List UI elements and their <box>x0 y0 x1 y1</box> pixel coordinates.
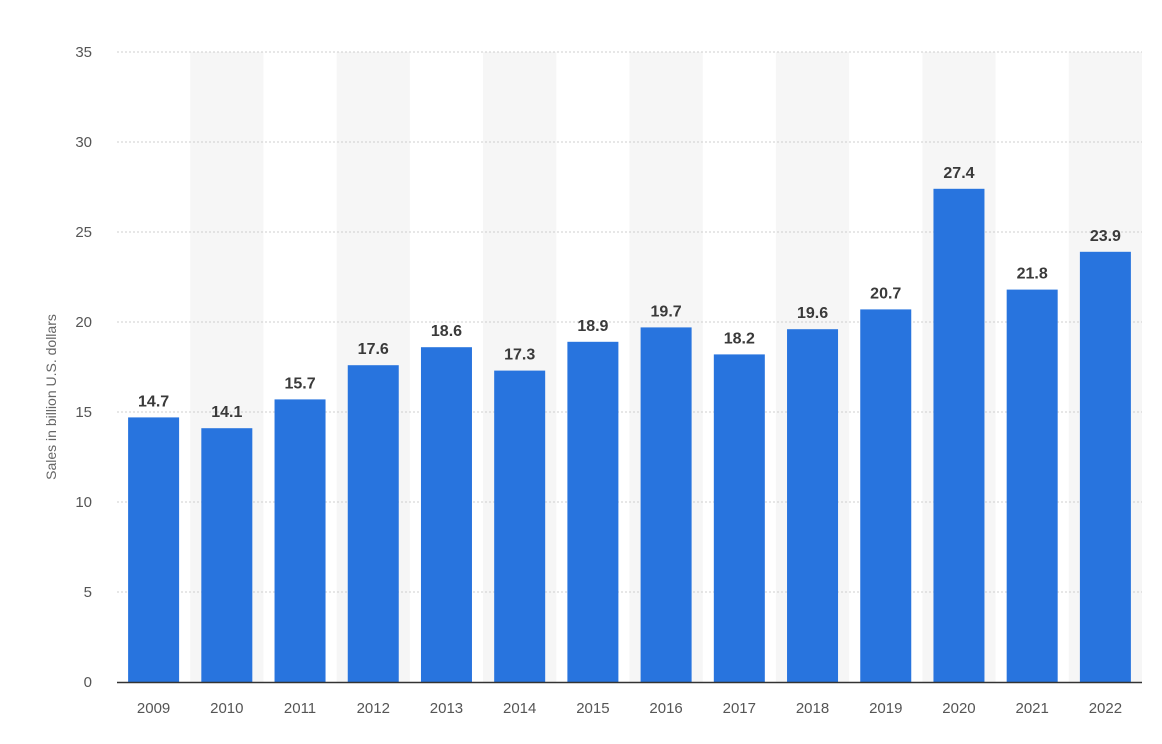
data-label-2020: 27.4 <box>943 165 974 182</box>
data-label-2016: 19.7 <box>651 303 682 320</box>
bar-2009 <box>128 417 180 682</box>
x-tick-label: 2012 <box>357 700 390 717</box>
data-labels: 14.7 14.1 15.7 17.6 18.6 17.3 18.9 19.7 18.2 19.6… <box>138 165 1121 421</box>
data-label-2011: 15.7 <box>284 375 315 392</box>
y-tick-label: 0 <box>84 674 92 691</box>
bar-2010 <box>201 428 253 682</box>
data-label-2015: 18.9 <box>577 318 608 335</box>
bar-2019 <box>860 309 912 682</box>
bar-2016 <box>640 327 692 682</box>
x-tick-label: 2017 <box>723 700 756 717</box>
y-axis-ticks: 0 5 10 15 20 25 30 35 <box>75 44 92 691</box>
bar-2015 <box>567 341 619 682</box>
data-label-2021: 21.8 <box>1017 266 1048 283</box>
bar-2020 <box>933 188 985 683</box>
bar-2011 <box>274 399 326 682</box>
data-label-2017: 18.2 <box>724 330 755 347</box>
x-tick-label: 2019 <box>869 700 902 717</box>
data-label-2019: 20.7 <box>870 285 901 302</box>
gridlines <box>117 51 1142 593</box>
data-label-2012: 17.6 <box>358 341 389 358</box>
x-axis-ticks: 2009 2010 2011 2012 2013 2014 2015 2016 2017 2018… <box>137 700 1122 717</box>
data-label-2009: 14.7 <box>138 393 169 410</box>
x-tick-label: 2011 <box>284 700 316 717</box>
x-tick-label: 2013 <box>430 700 463 717</box>
data-label-2018: 19.6 <box>797 305 828 322</box>
bars <box>128 188 1131 683</box>
data-label-2010: 14.1 <box>211 404 242 421</box>
y-tick-label: 30 <box>75 134 92 151</box>
bar-2013 <box>420 347 472 682</box>
bar-2021 <box>1006 289 1058 682</box>
x-tick-label: 2014 <box>503 700 536 717</box>
data-label-2022: 23.9 <box>1090 228 1121 245</box>
bar-2014 <box>494 370 546 682</box>
y-axis-title: Sales in billion U.S. dollars <box>43 314 59 480</box>
x-tick-label: 2021 <box>1015 700 1048 717</box>
data-label-2014: 17.3 <box>504 347 535 364</box>
y-tick-label: 10 <box>75 494 92 511</box>
bar-2018 <box>787 329 839 682</box>
y-tick-label: 35 <box>75 44 92 61</box>
y-tick-label: 5 <box>84 584 92 601</box>
x-tick-label: 2010 <box>210 700 243 717</box>
y-tick-label: 20 <box>75 314 92 331</box>
data-label-2013: 18.6 <box>431 323 462 340</box>
x-tick-label: 2020 <box>942 700 975 717</box>
y-tick-label: 25 <box>75 224 92 241</box>
x-tick-label: 2018 <box>796 700 829 717</box>
x-tick-label: 2022 <box>1089 700 1122 717</box>
bar-2022 <box>1079 251 1131 683</box>
x-tick-label: 2016 <box>649 700 682 717</box>
bar-2017 <box>713 354 765 682</box>
bar-2012 <box>347 365 399 682</box>
y-tick-label: 15 <box>75 404 92 421</box>
x-tick-label: 2015 <box>576 700 609 717</box>
x-tick-label: 2009 <box>137 700 170 717</box>
